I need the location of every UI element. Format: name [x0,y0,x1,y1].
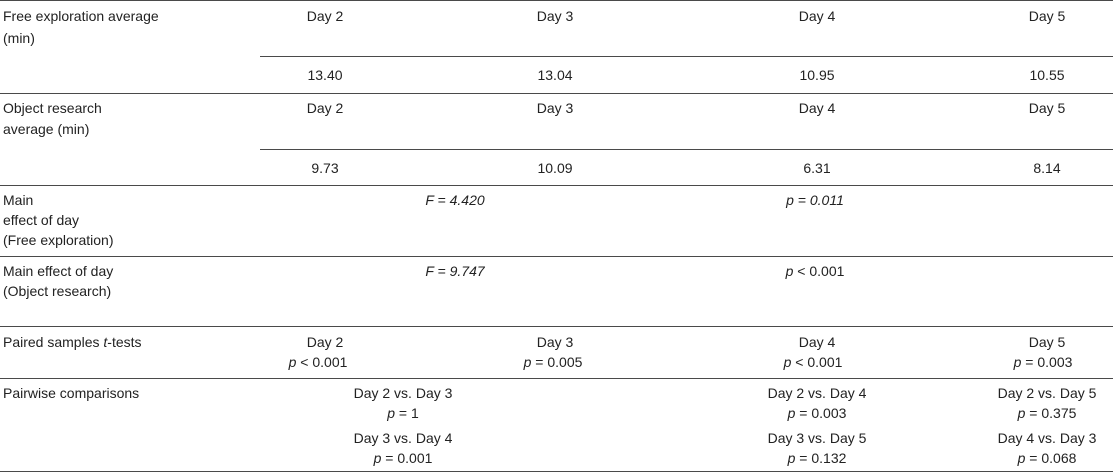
p-value: p = 0.003 [787,405,847,421]
free-subrule [260,56,1113,57]
day-header: Day 4 [798,8,836,24]
row-label-line: (Object research) [3,283,112,299]
day-header: Day 2 [306,334,344,350]
day-header: Day 5 [1028,334,1066,350]
table-top-rule [0,0,1113,1]
value-cell: 13.04 [537,67,573,83]
row-label-line: (min) [3,30,35,46]
comparison-label: Day 2 vs. Day 5 [997,385,1097,401]
comparison-label: Day 2 vs. Day 4 [767,385,867,401]
value-cell: 9.73 [311,160,339,176]
day-header: Day 4 [798,334,836,350]
value-cell: 10.55 [1029,67,1065,83]
f-statistic: F = 4.420 [425,192,485,208]
row-label: Pairwise comparisons [3,385,140,401]
day-header: Day 3 [536,8,574,24]
comparison-label: Day 3 vs. Day 4 [353,430,453,446]
row-rule-4 [0,326,1113,327]
day-header: Day 3 [536,100,574,116]
p-value: p < 0.001 [783,354,843,370]
row-label-line: effect of day [3,212,80,228]
row-label-line: average (min) [3,121,90,137]
comparison-label: Day 2 vs. Day 3 [353,385,453,401]
p-value: p = 0.375 [1017,405,1077,421]
row-label-line: Main [3,192,34,208]
day-header: Day 2 [306,8,344,24]
row-rule-2 [0,185,1113,186]
day-header: Day 4 [798,100,836,116]
row-rule-5 [0,378,1113,379]
p-value: p = 0.005 [523,354,583,370]
table-bottom-rule [0,471,1113,472]
p-value: p = 0.132 [787,450,847,466]
value-cell: 10.95 [799,67,835,83]
value-cell: 10.09 [537,160,573,176]
day-header: Day 5 [1028,100,1066,116]
object-subrule [260,149,1113,150]
p-value: p = 0.003 [1013,354,1073,370]
value-cell: 13.40 [307,67,343,83]
row-label-line: (Free exploration) [3,232,114,248]
row-label-line: Main effect of day [3,263,114,279]
row-rule-3 [0,256,1113,257]
value-cell: 8.14 [1033,160,1061,176]
day-header: Day 3 [536,334,574,350]
row-label: Paired samples t-tests [3,334,142,350]
p-value: p = 0.011 [786,192,844,208]
p-value: p = 0.068 [1017,450,1077,466]
comparison-label: Day 4 vs. Day 3 [997,430,1097,446]
row-label-line: Object research [3,100,102,116]
p-value: p = 0.001 [373,450,433,466]
day-header: Day 5 [1028,8,1066,24]
row-label-line: Free exploration average [3,8,159,24]
row-rule-1 [0,93,1113,94]
day-header: Day 2 [306,100,344,116]
p-value: p = 1 [387,405,419,421]
comparison-label: Day 3 vs. Day 5 [767,430,867,446]
p-value: p < 0.001 [785,263,845,279]
p-value: p < 0.001 [288,354,348,370]
f-statistic: F = 9.747 [425,263,485,279]
value-cell: 6.31 [803,160,831,176]
